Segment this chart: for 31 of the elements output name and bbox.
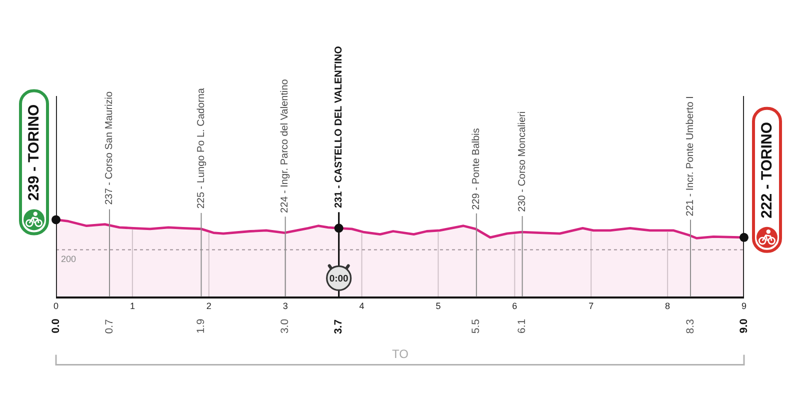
x-tick-label: 5 (436, 301, 441, 312)
ref-line-label: 224 - Ingr. Parco del Valentino (280, 78, 291, 213)
x-tick-label: 0 (53, 301, 59, 312)
text: 0.0 (50, 318, 62, 334)
annotation: 0:00 (329, 274, 348, 285)
text: 0.7 (103, 318, 116, 334)
text: 3.0 (279, 318, 292, 334)
text: 8.3 (684, 318, 696, 334)
annotation: 222 - TORINO (758, 122, 776, 218)
x-tick-label: 1 (130, 301, 135, 312)
x-tick-label: 7 (588, 301, 594, 312)
text: 1.9 (195, 318, 208, 334)
x-tick-label: 6 (512, 301, 518, 312)
ref-line-label: 225 - Lungo Po L. Cadorna (196, 88, 207, 209)
annotation: 239 - TORINO (25, 104, 42, 201)
ref-line-label: 221 - Incr. Ponte Umberto I (684, 96, 696, 216)
text: 5.5 (470, 318, 482, 334)
annotation: 200 (61, 254, 76, 264)
text: 3.7 (332, 319, 345, 334)
x-tick-label: 8 (665, 301, 670, 312)
ref-line-label: 230 - Corso Moncalieri (516, 111, 528, 212)
x-tick-label: 9 (741, 301, 747, 312)
text: TO (392, 347, 408, 361)
x-tick-label: 3 (282, 301, 288, 312)
ref-line-label: 229 - Ponte Balbis (471, 128, 482, 210)
ref-line-label: 231 - CASTELLO DEL VALENTINO (334, 46, 345, 208)
text: 9.0 (738, 318, 750, 334)
ref-line-label: 237 - Corso San Maurizio (104, 90, 116, 205)
x-tick-label: 2 (206, 301, 212, 312)
text: 6.1 (516, 318, 528, 334)
x-tick-label: 4 (359, 301, 364, 312)
